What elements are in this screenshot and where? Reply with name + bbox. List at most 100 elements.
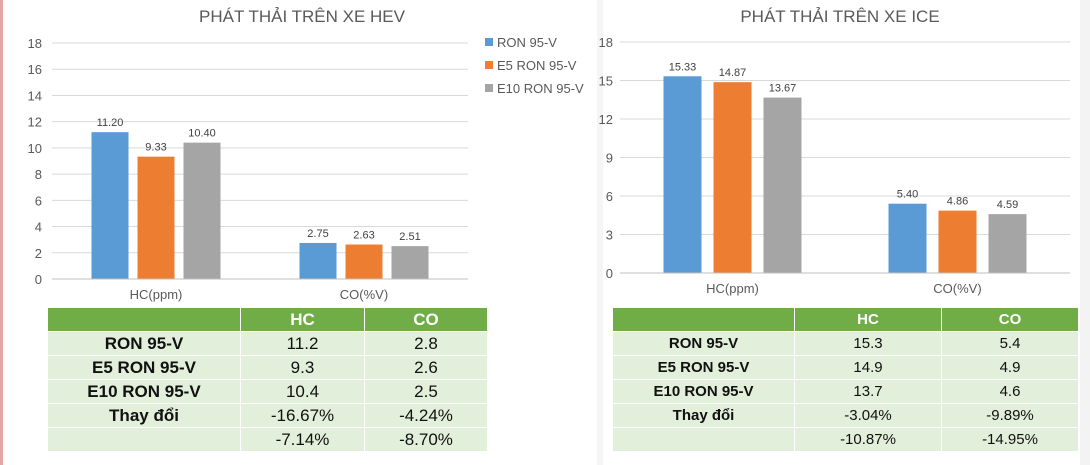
table-cell: -3.04%: [794, 403, 942, 428]
legend-label: E5 RON 95-V: [497, 58, 577, 73]
row-label: [47, 427, 241, 452]
table-row: Thay đổi -3.04% -9.89%: [612, 403, 1079, 428]
table-header-cell: [612, 307, 795, 332]
table-cell: 5.4: [941, 331, 1079, 356]
bar: [345, 244, 383, 279]
legend-swatch: [485, 38, 493, 46]
row-label: E5 RON 95-V: [47, 355, 241, 380]
y-tick-label: 2: [35, 246, 42, 261]
table-hev: HC CO RON 95-V 11.2 2.8 E5 RON 95-V 9.3 …: [47, 307, 488, 452]
chart-ice: PHÁT THẢI TRÊN XE ICE 0 3 6 9 12 15 18 15.33 14.8…: [599, 7, 1070, 296]
y-tick-label: 18: [599, 35, 613, 50]
y-tick-label: 0: [35, 272, 42, 287]
table-cell: 13.7: [794, 379, 942, 404]
table-row: -10.87% -14.95%: [612, 427, 1079, 452]
table-row: E5 RON 95-V 14.9 4.9: [612, 355, 1079, 380]
table-cell: 2.5: [364, 379, 488, 404]
y-tick-label: 18: [28, 36, 42, 51]
y-tick-label: 0: [606, 266, 613, 281]
table-row: RON 95-V 15.3 5.4: [612, 331, 1079, 356]
bar: [763, 97, 802, 274]
row-label: Thay đổi: [47, 403, 241, 428]
table-cell: 11.2: [240, 331, 365, 356]
row-label: E10 RON 95-V: [47, 379, 241, 404]
table-header-row: HC CO: [47, 307, 488, 332]
y-tick-label: 6: [35, 193, 42, 208]
bar: [663, 76, 702, 273]
table-cell: 9.3: [240, 355, 365, 380]
x-tick-label: CO(%V): [340, 287, 388, 302]
right-edge-strip: [1080, 0, 1090, 465]
panel-divider: [597, 0, 603, 465]
y-tick-label: 4: [35, 220, 42, 235]
x-tick-label: CO(%V): [933, 281, 981, 296]
y-tick-label: 8: [35, 167, 42, 182]
legend-swatch: [485, 61, 493, 69]
table-cell: -10.87%: [794, 427, 942, 452]
row-label: Thay đổi: [612, 403, 795, 428]
y-tick-label: 12: [599, 112, 613, 127]
table-header-cell: CO: [941, 307, 1079, 332]
bar: [888, 203, 927, 273]
legend-label: E10 RON 95-V: [497, 81, 584, 96]
bar: [988, 214, 1027, 273]
bar: [137, 156, 175, 279]
data-label: 4.59: [997, 199, 1018, 211]
table-ice: HC CO RON 95-V 15.3 5.4 E5 RON 95-V 14.9…: [612, 307, 1079, 452]
table-cell: -16.67%: [240, 403, 365, 428]
row-label: E5 RON 95-V: [612, 355, 795, 380]
chart-title: PHÁT THẢI TRÊN XE HEV: [199, 7, 406, 26]
y-tick-label: 9: [606, 151, 613, 166]
table-row: -7.14% -8.70%: [47, 427, 488, 452]
chart-title: PHÁT THẢI TRÊN XE ICE: [740, 7, 939, 26]
data-label: 15.33: [669, 61, 697, 73]
data-label: 2.51: [399, 231, 420, 243]
data-label: 14.87: [719, 67, 747, 79]
data-label: 10.40: [188, 128, 216, 140]
table-header-cell: CO: [364, 307, 488, 332]
table-cell: 4.9: [941, 355, 1079, 380]
bar: [91, 132, 129, 279]
table-row: E10 RON 95-V 10.4 2.5: [47, 379, 488, 404]
data-label: 2.75: [307, 228, 328, 240]
bar: [713, 82, 752, 273]
table-header-cell: HC: [240, 307, 365, 332]
y-tick-label: 6: [606, 189, 613, 204]
table-row: Thay đổi -16.67% -4.24%: [47, 403, 488, 428]
table-cell: -4.24%: [364, 403, 488, 428]
table-cell: 2.8: [364, 331, 488, 356]
table-cell: 2.6: [364, 355, 488, 380]
legend-label: RON 95-V: [497, 35, 557, 50]
bar: [938, 210, 977, 273]
table-cell: -14.95%: [941, 427, 1079, 452]
data-label: 4.86: [947, 196, 968, 208]
legend-swatch: [485, 84, 493, 92]
left-edge-strip: [0, 0, 3, 465]
y-tick-label: 10: [28, 141, 42, 156]
table-row: E5 RON 95-V 9.3 2.6: [47, 355, 488, 380]
data-label: 9.33: [145, 142, 166, 154]
table-cell: -8.70%: [364, 427, 488, 452]
y-tick-label: 14: [28, 88, 42, 103]
bar: [299, 242, 337, 279]
x-tick-label: HC(ppm): [706, 281, 759, 296]
data-label: 2.63: [353, 230, 374, 242]
chart-hev: PHÁT THẢI TRÊN XE HEV 0 2 4 6 8 10 12 14 16 18 11.2…: [28, 7, 585, 302]
table-cell: -7.14%: [240, 427, 365, 452]
bar: [183, 142, 221, 279]
table-cell: 4.6: [941, 379, 1079, 404]
table-row: E10 RON 95-V 13.7 4.6: [612, 379, 1079, 404]
table-cell: 15.3: [794, 331, 942, 356]
row-label: RON 95-V: [47, 331, 241, 356]
y-tick-label: 16: [28, 62, 42, 77]
table-cell: 14.9: [794, 355, 942, 380]
data-label: 13.67: [769, 83, 797, 95]
data-label: 11.20: [97, 117, 124, 129]
y-tick-label: 3: [606, 228, 613, 243]
table-row: RON 95-V 11.2 2.8: [47, 331, 488, 356]
x-tick-label: HC(ppm): [130, 287, 183, 302]
table-header-cell: [47, 307, 241, 332]
data-label: 5.40: [897, 189, 918, 201]
table-header-cell: HC: [794, 307, 942, 332]
y-tick-label: 15: [599, 74, 613, 89]
